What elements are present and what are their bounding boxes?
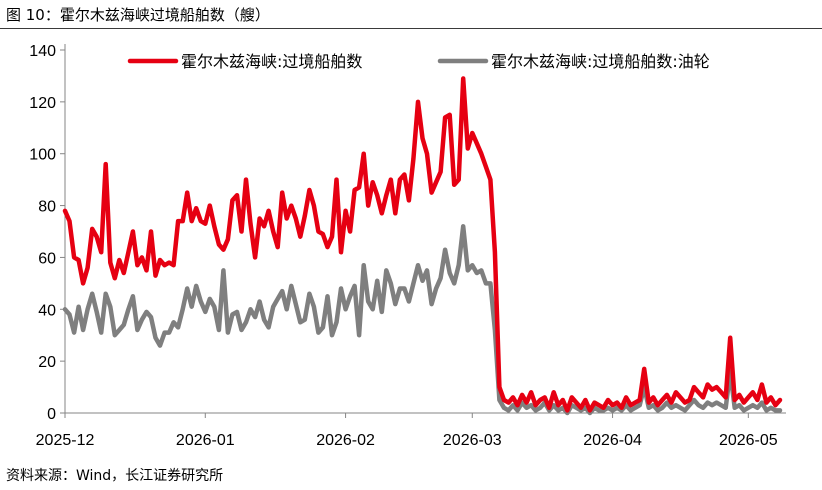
y-tick-label: 80 — [38, 199, 56, 216]
x-tick-label: 2026-02 — [316, 432, 375, 449]
chart-axes — [64, 44, 786, 414]
source-note: 资料来源：Wind，长江证券研究所 — [6, 468, 224, 484]
x-tick-label: 2026-01 — [176, 432, 235, 449]
y-tick-label: 20 — [38, 354, 56, 371]
x-tick-label: 2025-12 — [36, 432, 95, 449]
y-tick-label: 40 — [38, 302, 56, 319]
y-tick-label: 100 — [29, 147, 56, 164]
chart-ticks: 0 20 40 60 80 100 120 140 2025-12 2026-01 2026-02 2… — [29, 43, 777, 449]
series-line-tanker — [62, 224, 783, 416]
x-tick-label: 2026-04 — [583, 432, 642, 449]
title-rule — [0, 28, 822, 29]
series-line-total — [62, 76, 783, 413]
y-tick-label: 140 — [29, 43, 56, 60]
x-tick-label: 2026-05 — [719, 432, 778, 449]
chart-series — [62, 76, 783, 416]
x-tick-label: 2026-03 — [443, 432, 502, 449]
legend-label: 霍尔木兹海峡:过境船舶数 — [181, 52, 362, 71]
legend-label: 霍尔木兹海峡:过境船舶数:油轮 — [491, 52, 710, 71]
figure-title: 图 10：霍尔木兹海峡过境船舶数（艘） — [6, 6, 270, 24]
chart-legend: 霍尔木兹海峡:过境船舶数 霍尔木兹海峡:过境船舶数:油轮 — [127, 52, 710, 71]
y-tick-label: 60 — [38, 250, 56, 267]
y-tick-label: 120 — [29, 95, 56, 112]
y-tick-label: 0 — [47, 406, 56, 423]
